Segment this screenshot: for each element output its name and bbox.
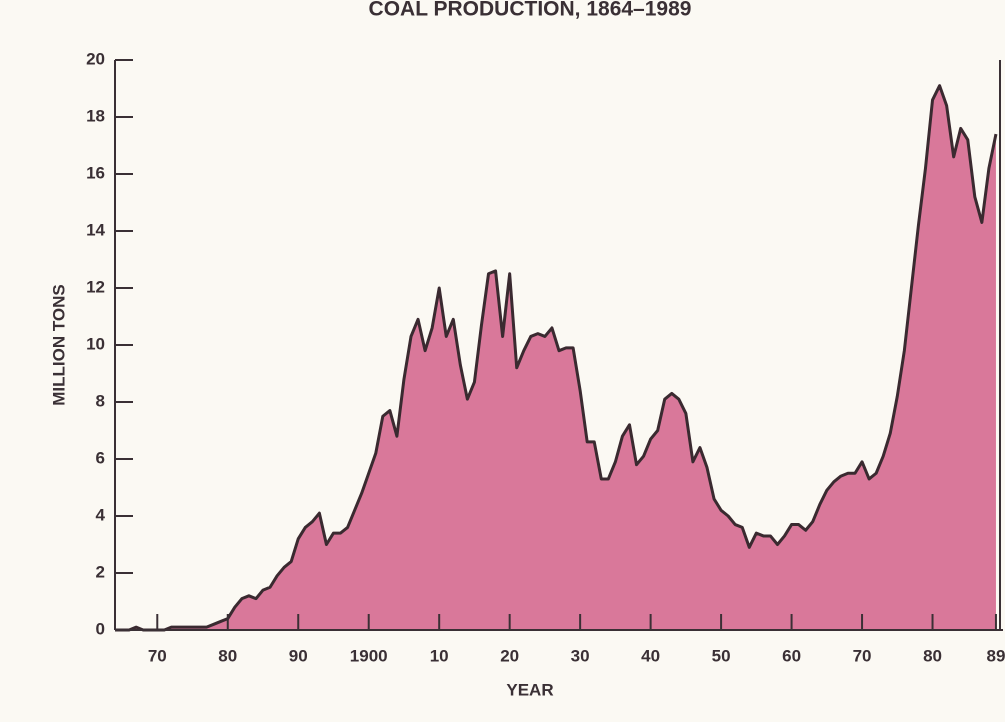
y-tick-label: 10 <box>86 334 105 353</box>
x-tick-label: 89 <box>986 646 1005 665</box>
y-tick-label: 18 <box>86 106 105 125</box>
y-tick-label: 12 <box>86 277 105 296</box>
y-tick-label: 4 <box>96 505 106 524</box>
x-tick-label: 10 <box>430 646 449 665</box>
x-tick-label: 1900 <box>350 646 388 665</box>
y-tick-label: 16 <box>86 163 105 182</box>
x-tick-label: 80 <box>923 646 942 665</box>
x-tick-label: 20 <box>500 646 519 665</box>
y-axis-label: MILLION TONS <box>49 284 68 406</box>
x-axis-label: YEAR <box>506 680 553 699</box>
x-tick-label: 70 <box>148 646 167 665</box>
y-tick-label: 2 <box>96 562 105 581</box>
x-tick-label: 90 <box>289 646 308 665</box>
x-tick-label: 40 <box>641 646 660 665</box>
x-tick-label: 70 <box>853 646 872 665</box>
y-tick-label: 0 <box>96 619 105 638</box>
x-tick-label: 30 <box>571 646 590 665</box>
y-tick-label: 20 <box>86 49 105 68</box>
y-tick-label: 14 <box>86 220 105 239</box>
x-tick-label: 80 <box>218 646 237 665</box>
chart-title: COAL PRODUCTION, 1864–1989 <box>369 0 692 21</box>
area-line <box>115 84 998 632</box>
x-tick-label: 60 <box>782 646 801 665</box>
area-fill <box>115 85 996 630</box>
y-tick-label: 8 <box>96 391 105 410</box>
y-tick-label: 6 <box>96 448 105 467</box>
x-tick-label: 50 <box>712 646 731 665</box>
